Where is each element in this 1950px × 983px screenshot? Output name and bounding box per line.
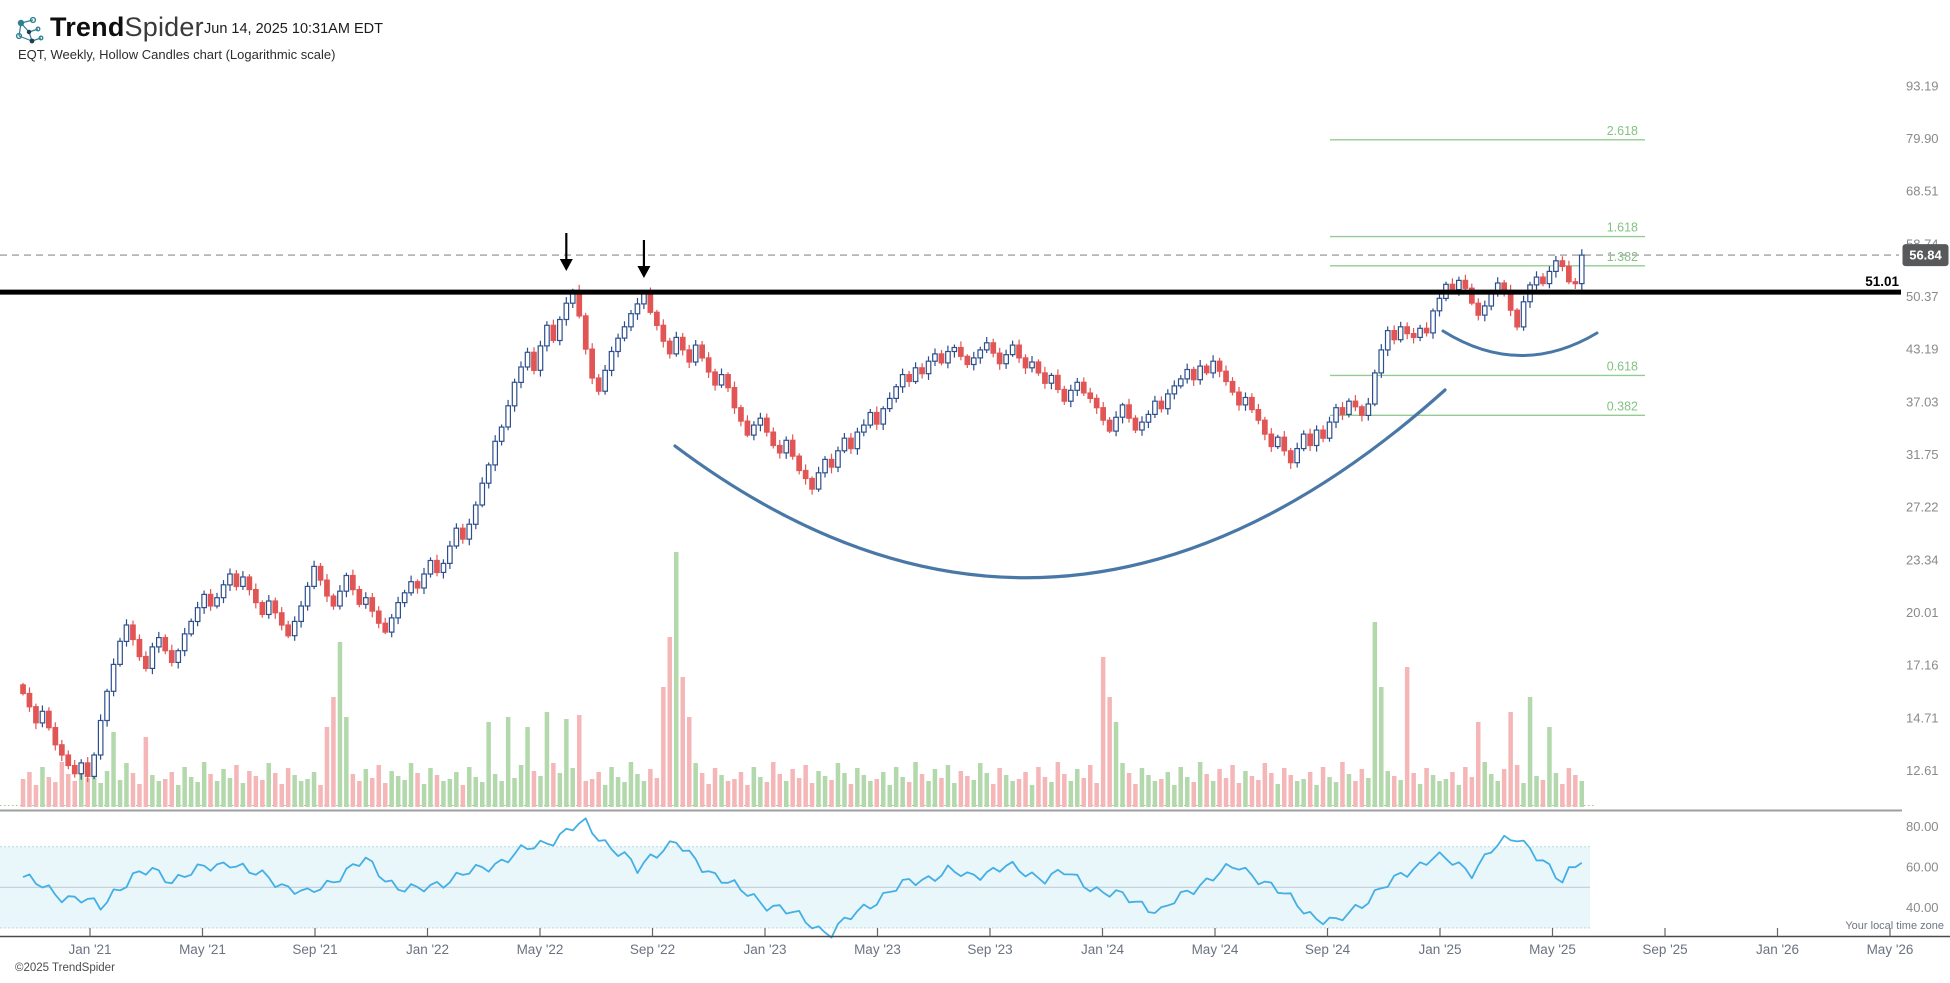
volume-bars [20,552,1584,807]
price-axis-label: 50.37 [1906,289,1939,304]
price-axis-label: 12.61 [1906,763,1939,778]
price-axis-label: 27.22 [1906,500,1939,515]
fib-label-2.618: 2.618 [1607,124,1638,138]
rsi-axis-label: 60.00 [1906,860,1939,875]
copyright-label: ©2025 TrendSpider [15,962,115,974]
chart-subtitle: EQT, Weekly, Hollow Candles chart (Logar… [18,47,336,62]
x-axis-label: Sep '25 [1642,942,1687,957]
price-axis-label: 37.03 [1906,394,1939,409]
price-axis-label: 20.01 [1906,605,1939,620]
price-axis-label: 31.75 [1906,447,1939,462]
price-axis-label: 93.19 [1906,78,1939,93]
x-axis-label: Jan '24 [1081,942,1125,957]
x-axis-label: Jan '22 [406,942,449,957]
resistance-price-label: 51.01 [1865,274,1899,289]
price-axis-label: 79.90 [1906,131,1939,146]
fib-label-0.382: 0.382 [1607,399,1638,413]
price-axis-label: 43.19 [1906,342,1939,357]
x-axis-label: May '23 [854,942,901,957]
cup-curve [673,388,1447,580]
brand-spider: Spider [124,12,204,42]
timezone-note: Your local time zone [1845,920,1944,932]
x-axis-label: Sep '21 [292,942,337,957]
x-axis-label: Sep '24 [1305,942,1351,957]
x-axis-label: May '24 [1192,942,1239,957]
x-axis-label: May '22 [517,942,564,957]
fib-label-1.382: 1.382 [1607,250,1638,264]
x-axis-label: Jan '21 [68,942,111,957]
brand-trend: Trend [50,12,125,42]
candles [20,249,1585,782]
svg-text:56.84: 56.84 [1909,248,1942,263]
rsi-axis-label: 40.00 [1906,900,1939,915]
price-axis-label: 68.51 [1906,184,1939,199]
handle-curve [1441,329,1599,357]
x-axis-label: Sep '23 [967,942,1012,957]
price-axis-label: 17.16 [1906,658,1939,673]
x-axis-label: Jan '25 [1418,942,1461,957]
price-axis-label: 14.71 [1906,710,1939,725]
brand-wordmark: TrendSpider [50,12,204,43]
fib-label-1.618: 1.618 [1607,221,1638,235]
current-price-badge: 56.84 [1902,244,1949,267]
down-arrow-annotation [559,233,573,271]
x-axis-label: May '26 [1867,942,1914,957]
rsi-axis-label: 80.00 [1906,819,1939,834]
chart-timestamp: Jun 14, 2025 10:31AM EDT [204,21,383,37]
price-axis-label: 23.34 [1906,552,1939,567]
x-axis-label: Jan '26 [1756,942,1799,957]
down-arrow-annotation [637,240,651,278]
trendspider-logo-icon [15,16,44,44]
x-axis-label: Jan '23 [743,942,786,957]
x-axis-label: Sep '22 [630,942,675,957]
x-axis-label: May '25 [1529,942,1576,957]
rsi-line [22,817,1583,939]
x-axis-label: May '21 [179,942,226,957]
fib-label-0.618: 0.618 [1607,359,1638,373]
